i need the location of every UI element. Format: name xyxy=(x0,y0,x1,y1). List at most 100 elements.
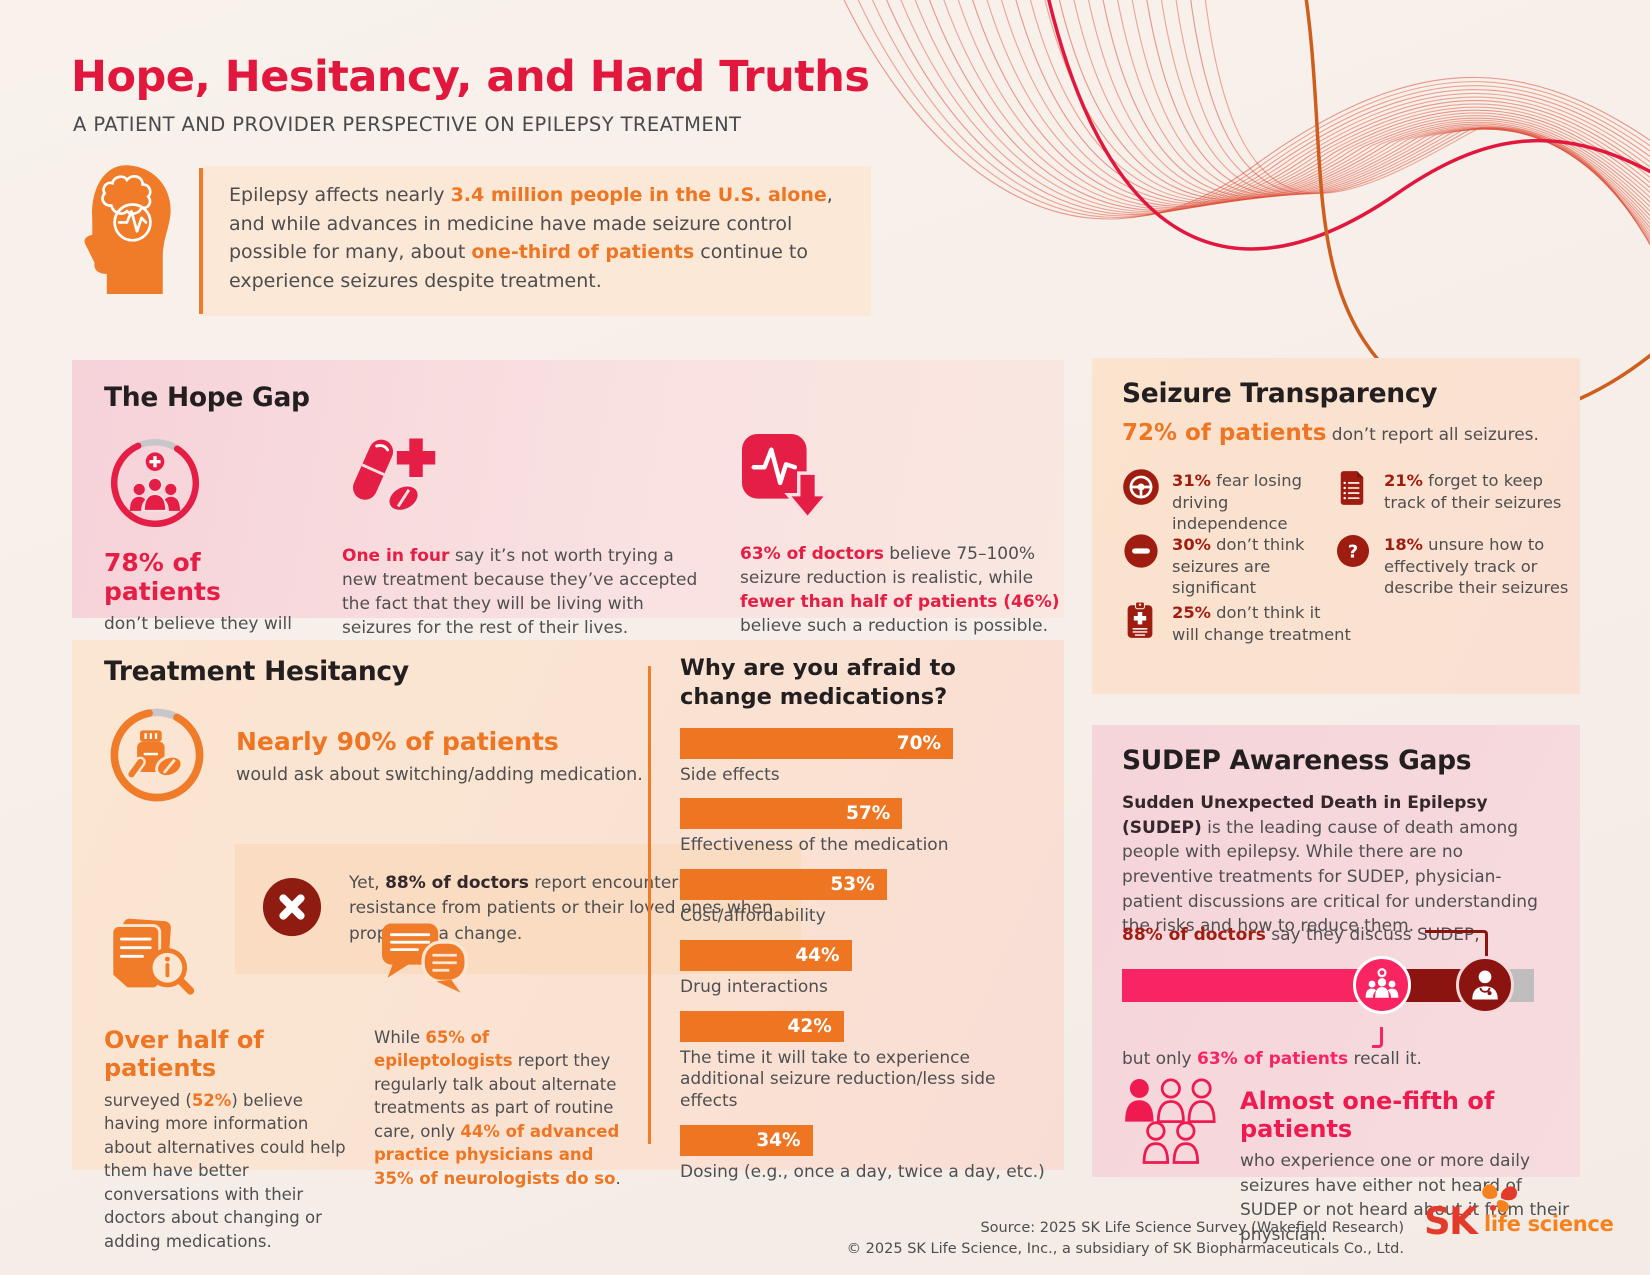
chart-bar-row: 42% The time it will take to experience a… xyxy=(680,1010,1054,1113)
intro-text: Epilepsy affects nearly 3.4 million peop… xyxy=(229,184,833,292)
item-pct: 18% xyxy=(1384,535,1423,554)
item-text: forget to keep track of their seizures xyxy=(1384,471,1562,512)
treatment-lead: Nearly 90% of patients would ask about s… xyxy=(104,702,643,812)
doctors-connector-line xyxy=(1425,930,1488,959)
hope-stat-63: 63% of doctors believe 75–100% seizure r… xyxy=(740,432,1072,660)
hope-stat-one-in-four: One in four say it’s not worth trying a … xyxy=(342,432,698,660)
sudep-heading: SUDEP Awareness Gaps xyxy=(1122,745,1472,776)
chart-bar-value: 70% xyxy=(896,732,941,754)
chart-bar-label: Effectiveness of the medication xyxy=(680,835,949,856)
minus-circle-icon xyxy=(1122,532,1160,574)
chart-bar: 42% xyxy=(680,1010,844,1042)
stat-value: 78% of patients xyxy=(104,548,221,606)
doctor-icon xyxy=(1471,970,1498,1000)
seizure-heading: Seizure Transparency xyxy=(1122,378,1438,409)
logo-life-science-text: life science xyxy=(1484,1212,1614,1236)
sudep-doctors-line: 88% of doctors say they discuss SUDEP, xyxy=(1122,925,1480,945)
sudep-progress-bar xyxy=(1122,956,1534,1014)
chart-bar-row: 44% Drug interactions xyxy=(680,939,1054,999)
sudep-footnote: Almost one-fifth of patients who experie… xyxy=(1122,1075,1572,1248)
chart-divider xyxy=(648,666,651,1144)
head-brain-icon xyxy=(62,162,174,294)
col-text: While 65% of epileptologists report they… xyxy=(374,1028,621,1188)
afraid-chart: Why are you afraid to change medications… xyxy=(680,654,1054,1196)
chat-bubbles-icon xyxy=(374,916,624,1006)
clipboard-cross-icon xyxy=(1122,600,1160,646)
steering-wheel-icon xyxy=(1122,468,1160,510)
seizure-log-icon xyxy=(1334,468,1372,512)
question-circle-icon: ? xyxy=(1334,532,1372,574)
chart-bar-row: 70% Side effects xyxy=(680,727,1054,787)
logo-sk-text: SK xyxy=(1424,1200,1478,1243)
document-search-icon xyxy=(104,916,358,1012)
item-pct: 21% xyxy=(1384,471,1423,490)
chart-bar-label: The time it will take to experience addi… xyxy=(680,1047,996,1112)
footnote-text: Almost one-fifth of patients who experie… xyxy=(1240,1075,1572,1248)
chart-bar: 57% xyxy=(680,798,903,830)
sk-life-science-logo: SK life science xyxy=(1424,1184,1634,1250)
chart-bar-row: 57% Effectiveness of the medication xyxy=(680,798,1054,857)
lead-body: would ask about switching/adding medicat… xyxy=(236,764,643,785)
patients-ring-icon xyxy=(104,432,310,536)
patient-group-icon xyxy=(1122,1075,1226,1169)
hope-gap-stats: 78% of patients don’t believe they will … xyxy=(104,432,1072,660)
item-text: don’t think seizures are significant xyxy=(1172,535,1305,597)
source-line: Source: 2025 SK Life Science Survey (Wak… xyxy=(980,1220,1404,1236)
seizure-item-treatment: 25% don’t think it will change treatment xyxy=(1122,600,1352,646)
col-title: Over half of patients xyxy=(104,1026,264,1082)
chart-title: Why are you afraid to change medications… xyxy=(680,655,956,710)
chart-bar-label: Side effects xyxy=(680,764,780,785)
item-text: unsure how to effectively track or descr… xyxy=(1384,535,1569,597)
stat-body: One in four say it’s not worth trying a … xyxy=(342,546,698,639)
seizure-item-tracking: 21% forget to keep track of their seizur… xyxy=(1334,468,1574,513)
sudep-intro: Sudden Unexpected Death in Epilepsy (SUD… xyxy=(1122,793,1538,937)
item-pct: 31% xyxy=(1172,471,1211,490)
page-subtitle: A PATIENT AND PROVIDER PERSPECTIVE ON EP… xyxy=(73,113,742,136)
seizure-item-describe: ? 18% unsure how to effectively track or… xyxy=(1334,532,1578,599)
seizure-transparency-panel: Seizure Transparency 72% of patients don… xyxy=(1092,358,1580,694)
item-pct: 25% xyxy=(1172,603,1211,622)
lead-title: Nearly 90% of patients xyxy=(236,726,559,756)
sudep-marker-patients xyxy=(1352,956,1411,1014)
seizure-reduction-icon xyxy=(740,432,1072,536)
callout-text: Yet, 88% of doctors report encountering … xyxy=(349,872,773,944)
chart-bar-value: 34% xyxy=(756,1129,801,1151)
chart-bar: 44% xyxy=(680,939,852,971)
footnote-title: Almost one-fifth of patients xyxy=(1240,1087,1495,1143)
seizure-lead: 72% of patients don’t report all seizure… xyxy=(1122,420,1539,446)
pills-icon xyxy=(342,432,698,536)
source-credits: Source: 2025 SK Life Science Survey (Wak… xyxy=(700,1218,1404,1260)
chart-bar: 34% xyxy=(680,1124,813,1156)
hope-gap-panel: The Hope Gap xyxy=(72,360,1064,658)
stat-body: 63% of doctors believe 75–100% seizure r… xyxy=(740,544,1060,637)
patients-group-icon xyxy=(1365,968,1398,998)
treatment-col-talk: While 65% of epileptologists report they… xyxy=(374,916,624,1190)
page-title: Hope, Hesitancy, and Hard Truths xyxy=(71,52,870,102)
x-circle-icon xyxy=(261,876,323,942)
seizure-item-driving: 31% fear losing driving independence xyxy=(1122,468,1334,535)
chart-bar-value: 53% xyxy=(830,874,875,896)
sudep-patients-line: but only 63% of patients recall it. xyxy=(1122,1049,1422,1069)
sudep-panel: SUDEP Awareness Gaps Sudden Unexpected D… xyxy=(1092,725,1580,1245)
chart-bar: 70% xyxy=(680,727,953,759)
patients-connector-line xyxy=(1372,1027,1383,1048)
hope-gap-heading: The Hope Gap xyxy=(104,382,310,413)
chart-bar-value: 57% xyxy=(846,803,891,825)
item-text: don’t think it will change treatment xyxy=(1172,603,1351,644)
treatment-heading: Treatment Hesitancy xyxy=(104,656,409,687)
svg-text:?: ? xyxy=(1348,542,1358,563)
footnote-body: who experience one or more daily seizure… xyxy=(1240,1151,1570,1245)
col-text: surveyed (52%) believe having more infor… xyxy=(104,1091,346,1251)
chart-bar-label: Cost/affordability xyxy=(680,906,826,927)
copyright-line: © 2025 SK Life Science, Inc., a subsidia… xyxy=(846,1241,1404,1257)
chart-bar-label: Dosing (e.g., once a day, twice a day, e… xyxy=(680,1161,1045,1182)
item-pct: 30% xyxy=(1172,535,1211,554)
treatment-lead-text: Nearly 90% of patients would ask about s… xyxy=(236,727,643,788)
hope-stat-78: 78% of patients don’t believe they will … xyxy=(104,432,310,660)
item-text: fear losing driving independence xyxy=(1172,471,1302,533)
treatment-col-info: Over half of patients surveyed (52%) bel… xyxy=(104,916,358,1253)
chart-bar-value: 44% xyxy=(795,944,840,966)
butterfly-logo-icon xyxy=(1482,1184,1517,1213)
sudep-marker-doctors xyxy=(1455,956,1514,1014)
